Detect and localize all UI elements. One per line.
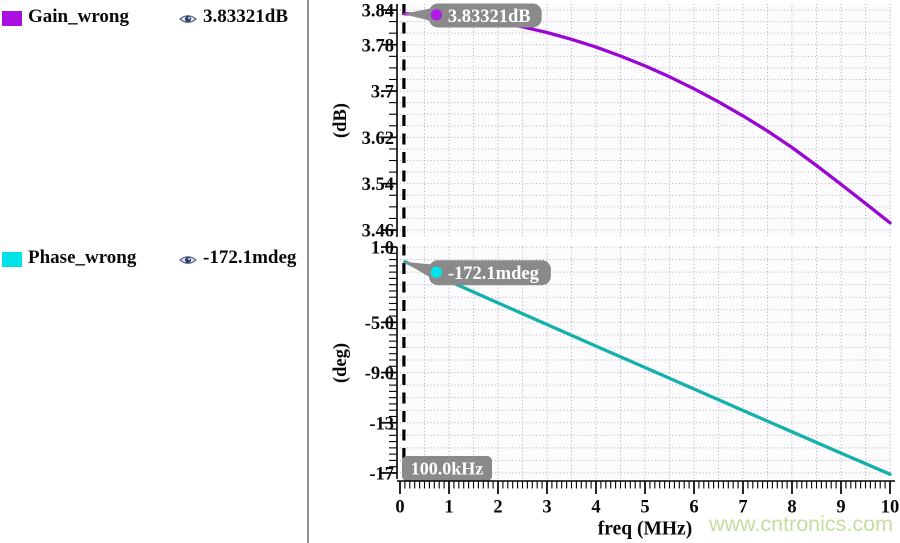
y-tick-label: 3.7 — [371, 83, 394, 103]
legend-panel: Gain_wrong 3.83321dB Phase_wrong -1 — [0, 0, 307, 543]
phase_wrong-curve[interactable] — [403, 260, 892, 476]
plot-area-0[interactable] — [400, 4, 892, 237]
x-tick-label: 5 — [640, 498, 649, 518]
phase-trace-value: -172.1mdeg — [203, 247, 297, 268]
marker-value-label: 3.83321dB — [448, 7, 531, 27]
y-tick-label: -17 — [369, 464, 394, 484]
marker-dot — [430, 9, 442, 21]
eye-icon[interactable] — [179, 12, 197, 26]
callout-body — [428, 260, 551, 286]
y-tick-label: 3.46 — [362, 221, 394, 241]
y-tick-label: 1.0 — [371, 239, 394, 259]
marker-callout[interactable]: 3.83321dB — [403, 3, 542, 28]
callout-body — [428, 3, 542, 28]
y-tick-label: -13 — [369, 414, 394, 434]
phase-trace-label: Phase_wrong — [28, 247, 137, 268]
x-tick-label: 6 — [689, 498, 698, 518]
y-tick-label: 3.62 — [362, 129, 394, 149]
callout-tail — [403, 7, 435, 22]
marker-dot — [430, 266, 442, 278]
x-tick-label: 2 — [493, 498, 502, 518]
x-axis-title: freq (MHz) — [598, 519, 692, 540]
legend-item-gain[interactable]: Gain_wrong 3.83321dB — [0, 6, 306, 36]
y-tick-label: -9.0 — [365, 364, 394, 384]
cursor-freq-badge[interactable]: 100.0kHz — [402, 456, 492, 481]
callout-tail — [403, 261, 435, 278]
panel-splitter[interactable] — [307, 0, 309, 543]
gain-color-swatch — [2, 11, 22, 26]
y-tick-label: 3.54 — [362, 175, 394, 195]
phase-color-swatch — [2, 252, 22, 267]
marker-callout[interactable]: -172.1mdeg — [403, 260, 551, 286]
badge-body — [402, 456, 492, 481]
x-tick-label: 3 — [542, 498, 551, 518]
eye-icon[interactable] — [179, 253, 197, 267]
y-axis-unit-label: (deg) — [331, 343, 351, 383]
y-tick-label: -5.0 — [365, 314, 394, 334]
x-tick-label: 9 — [836, 498, 845, 518]
x-tick-label: 4 — [591, 498, 600, 518]
x-tick-label: 1 — [444, 498, 453, 518]
x-tick-label: 7 — [738, 498, 747, 518]
marker-value-label: -172.1mdeg — [448, 264, 540, 284]
y-tick-label: 3.78 — [362, 36, 394, 56]
x-tick-label: 0 — [395, 498, 404, 518]
cursor-freq-label: 100.0kHz — [411, 459, 484, 479]
gain-trace-value: 3.83321dB — [203, 6, 288, 27]
x-tick-label: 10 — [881, 498, 900, 518]
y-tick-label: 3.84 — [362, 2, 394, 22]
watermark: www.cntronics.com — [708, 512, 893, 536]
legend-item-phase[interactable]: Phase_wrong -172.1mdeg — [0, 247, 306, 277]
x-tick-label: 8 — [787, 498, 796, 518]
y-axis-unit-label: (dB) — [331, 103, 351, 138]
gain-trace-label: Gain_wrong — [28, 6, 130, 27]
